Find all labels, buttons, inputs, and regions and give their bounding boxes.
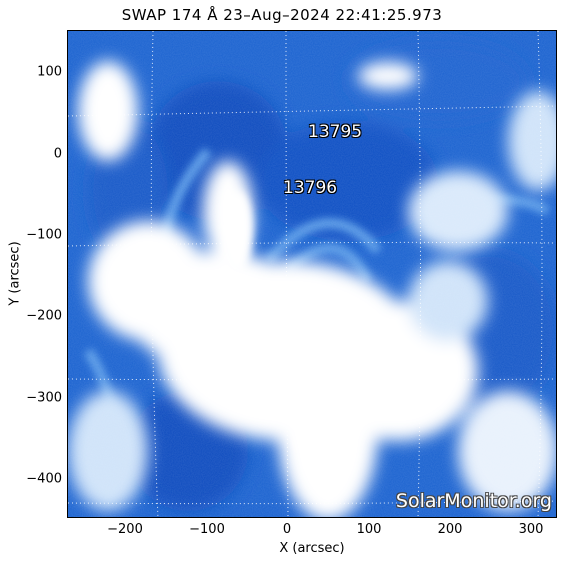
- y-tick-label: −200: [26, 308, 62, 324]
- y-tick-label: −400: [26, 471, 62, 487]
- coordinate-grid: [68, 31, 556, 517]
- y-tick-label: 0: [53, 146, 62, 162]
- image-noise: [68, 31, 556, 517]
- solar-image-frame: [67, 30, 557, 518]
- active-region-label-13796: 13796: [283, 178, 338, 198]
- x-tick-label: −100: [189, 522, 225, 537]
- solarmonitor-watermark: SolarMonitor.org: [395, 490, 552, 512]
- x-tick-label: 100: [356, 522, 382, 537]
- x-tick-label: 0: [282, 522, 292, 537]
- x-tick-label: 300: [518, 522, 544, 537]
- x-tick-label: −200: [107, 522, 143, 537]
- y-tick-label: −100: [26, 227, 62, 243]
- x-tick-label: 200: [437, 522, 463, 537]
- image-title: SWAP 174 Å 23–Aug–2024 22:41:25.973: [121, 6, 443, 24]
- y-tick-label: −300: [26, 390, 62, 406]
- x-axis-label: X (arcsec): [279, 541, 345, 556]
- y-axis-label: Y (arcsec): [7, 241, 23, 306]
- solar-euv-image: [68, 31, 556, 517]
- active-region-label-13795: 13795: [308, 122, 363, 142]
- y-tick-label: 100: [37, 64, 62, 80]
